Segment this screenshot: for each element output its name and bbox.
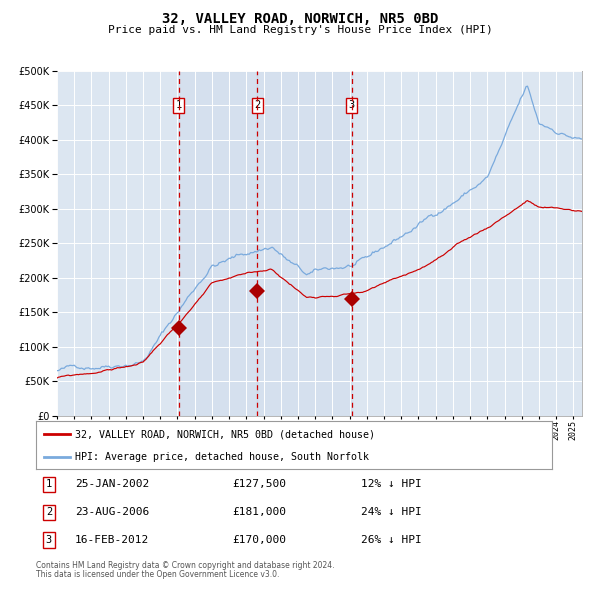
Text: 32, VALLEY ROAD, NORWICH, NR5 0BD (detached house): 32, VALLEY ROAD, NORWICH, NR5 0BD (detac…: [74, 429, 374, 439]
Bar: [179, 71, 257, 416]
Text: 32, VALLEY ROAD, NORWICH, NR5 0BD: 32, VALLEY ROAD, NORWICH, NR5 0BD: [162, 12, 438, 26]
Text: £181,000: £181,000: [232, 507, 286, 517]
Text: Contains HM Land Registry data © Crown copyright and database right 2024.: Contains HM Land Registry data © Crown c…: [36, 560, 335, 569]
Text: £170,000: £170,000: [232, 535, 286, 545]
Text: 23-AUG-2006: 23-AUG-2006: [74, 507, 149, 517]
Text: 12% ↓ HPI: 12% ↓ HPI: [361, 479, 422, 489]
Text: 2: 2: [46, 507, 52, 517]
Text: 1: 1: [46, 479, 52, 489]
Text: 3: 3: [46, 535, 52, 545]
Text: HPI: Average price, detached house, South Norfolk: HPI: Average price, detached house, Sout…: [74, 452, 368, 462]
Text: 3: 3: [349, 100, 355, 110]
Text: Price paid vs. HM Land Registry's House Price Index (HPI): Price paid vs. HM Land Registry's House …: [107, 25, 493, 35]
Text: 2: 2: [254, 100, 260, 110]
Text: 24% ↓ HPI: 24% ↓ HPI: [361, 507, 422, 517]
Text: 25-JAN-2002: 25-JAN-2002: [74, 479, 149, 489]
Text: £127,500: £127,500: [232, 479, 286, 489]
Bar: [257, 71, 352, 416]
Text: 26% ↓ HPI: 26% ↓ HPI: [361, 535, 422, 545]
Text: 1: 1: [176, 100, 182, 110]
Text: 16-FEB-2012: 16-FEB-2012: [74, 535, 149, 545]
Text: This data is licensed under the Open Government Licence v3.0.: This data is licensed under the Open Gov…: [36, 570, 280, 579]
